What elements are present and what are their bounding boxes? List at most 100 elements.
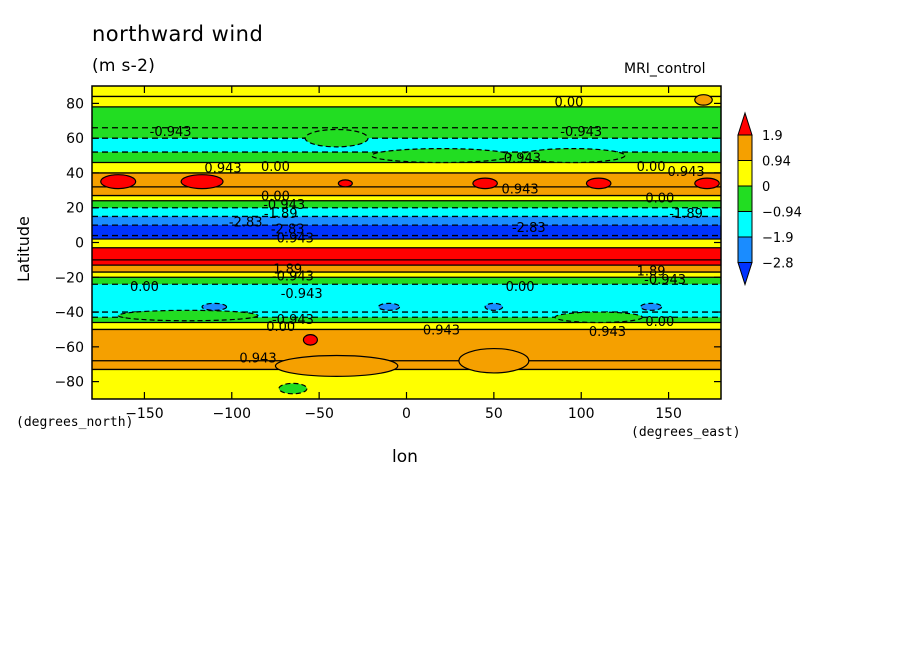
source-label: MRI_control [624, 61, 706, 77]
colorbar-arrow-bottom [737, 262, 753, 287]
field-band [92, 96, 721, 108]
contour-label: 0.943 [423, 323, 460, 338]
field-cell [337, 179, 353, 188]
field-cell [519, 148, 626, 164]
field-cell [180, 174, 224, 190]
field-band [92, 360, 721, 371]
contour-label: 0.943 [204, 162, 241, 177]
field-band [92, 329, 721, 362]
contour-label: -1.89 [264, 207, 298, 222]
field-cell [100, 174, 137, 190]
colorbar-label: 1.9 [762, 129, 783, 144]
field-band [92, 172, 721, 188]
units-label: (m s-2) [92, 56, 156, 76]
contour-label: -0.943 [560, 125, 602, 140]
chart-title: northward wind [92, 22, 264, 46]
colorbar-arrow-top [737, 111, 753, 136]
contour-label: 0.943 [667, 165, 704, 180]
field-band [92, 247, 721, 261]
x-tick-label: 50 [485, 406, 503, 422]
contour-label: -0.943 [150, 125, 192, 140]
contour-label: 0.943 [239, 351, 276, 366]
colorbar-swatch [737, 185, 753, 212]
x-tick-label: −150 [125, 406, 163, 422]
field-band [92, 239, 721, 249]
contour-label: -2.83 [229, 216, 263, 231]
contour-label: 0.00 [266, 320, 295, 335]
colorbar-label: 0 [762, 180, 770, 195]
x-tick-label: −100 [213, 406, 251, 422]
x-tick-label: 100 [568, 406, 595, 422]
field-cell [694, 177, 720, 190]
field-band [92, 235, 721, 240]
field-cell [694, 94, 713, 106]
contour-label: 0.00 [637, 160, 666, 175]
field-cell [640, 302, 663, 311]
field-band [92, 322, 721, 331]
contour-label: 0.00 [506, 280, 535, 295]
contour-label: -0.943 [281, 287, 323, 302]
field-cell [304, 128, 369, 148]
field-cell [554, 311, 643, 324]
y-axis-units: (degrees_north) [16, 415, 134, 430]
contour-label: 1.89 [273, 263, 302, 278]
colorbar-swatch [737, 211, 753, 238]
contour-label: -1.89 [669, 207, 703, 222]
colorbar-label: −1.9 [762, 231, 794, 246]
contour-label: 0.00 [261, 160, 290, 175]
y-tick-label: 60 [66, 131, 84, 147]
field-band [92, 200, 721, 209]
field-band [92, 106, 721, 129]
field-cell [377, 302, 401, 311]
colorbar-label: −0.94 [762, 206, 802, 221]
contour-label: 0.943 [501, 183, 538, 198]
contour-label: 0.00 [645, 191, 674, 206]
field-band [92, 265, 721, 273]
colorbar-swatch [737, 160, 753, 187]
x-tick-label: 0 [402, 406, 411, 422]
contour-label: 0.943 [589, 325, 626, 340]
colorbar-label: 0.94 [762, 155, 791, 170]
field-band [92, 284, 721, 313]
x-axis-label: lon [392, 447, 418, 467]
y-tick-label: 0 [75, 236, 84, 252]
field-band [92, 195, 721, 202]
contour-label: -0.943 [272, 270, 314, 285]
x-axis-units: (degrees_east) [631, 425, 741, 440]
contour-label: -0.943 [272, 313, 314, 328]
contour-label: 0.00 [130, 280, 159, 295]
field-cell [117, 309, 259, 322]
contour-label: 0.00 [645, 315, 674, 330]
field-band [92, 162, 721, 174]
field-band [92, 277, 721, 285]
field-cell [201, 302, 228, 311]
contour-label: -2.83 [512, 221, 546, 236]
field-cell [458, 347, 530, 374]
field-band [92, 272, 721, 278]
field-cell [484, 302, 504, 311]
field-band [92, 225, 721, 237]
field-band [92, 186, 721, 197]
contour-label: 0.00 [555, 96, 584, 111]
y-tick-label: 40 [66, 166, 84, 182]
contour-label: -0.943 [499, 151, 541, 166]
field-band [92, 127, 721, 139]
contour-label: -0.943 [272, 231, 314, 246]
field-band [92, 259, 721, 266]
x-tick-label: 150 [655, 406, 682, 422]
contour-label: 1.89 [637, 264, 666, 279]
y-tick-label: −80 [54, 375, 84, 391]
field-cell [278, 382, 308, 395]
contour-label: -0.943 [263, 198, 305, 213]
field-cell [585, 177, 612, 190]
contour-label: -2.83 [271, 223, 305, 238]
colorbar-swatch [737, 236, 753, 263]
contour-label: 0.00 [261, 190, 290, 205]
y-tick-label: −40 [54, 305, 84, 321]
field-band [92, 312, 721, 318]
y-tick-label: 20 [66, 201, 84, 217]
y-tick-label: 80 [66, 96, 84, 112]
field-cell [472, 177, 498, 190]
colorbar-label: −2.8 [762, 257, 794, 272]
contour-label: -0.943 [644, 273, 686, 288]
